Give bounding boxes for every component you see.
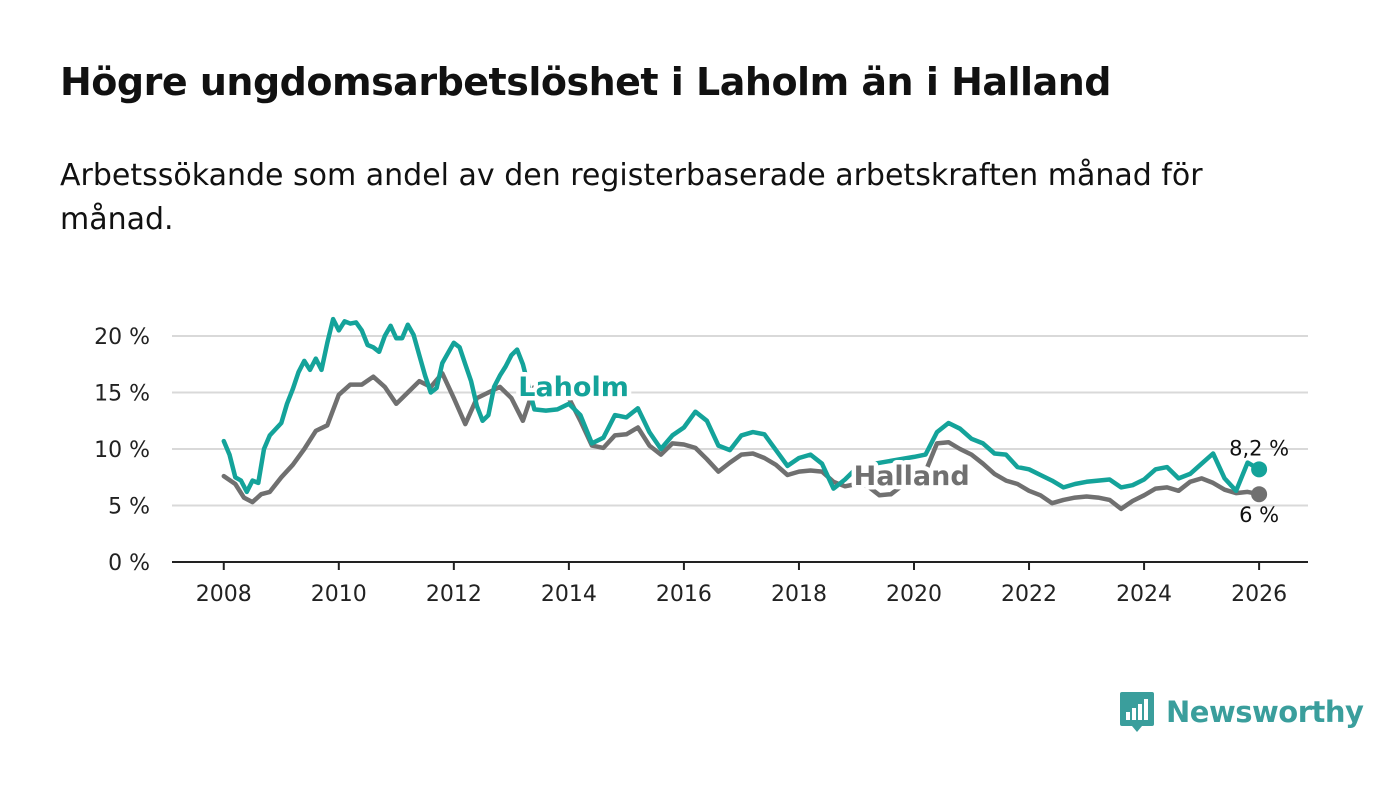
x-tick-label: 2018 <box>771 582 827 607</box>
series-labels: Laholm Halland 8,2 % 6 % <box>514 367 1289 527</box>
y-tick-label: 0 % <box>108 551 150 576</box>
series-label-halland: Halland <box>854 461 970 492</box>
x-tick-label: 2020 <box>886 582 942 607</box>
y-tick-label: 5 % <box>108 495 150 520</box>
x-tick-label: 2012 <box>426 582 482 607</box>
series-lines <box>221 316 1268 512</box>
series-end-marker-halland <box>1251 486 1268 503</box>
grid-lines <box>172 335 1308 507</box>
x-tick-label: 2008 <box>196 582 252 607</box>
x-tick-label: 2014 <box>541 582 597 607</box>
x-tick-label: 2010 <box>311 582 367 607</box>
series-end-marker-laholm <box>1251 461 1268 478</box>
x-tick-label: 2022 <box>1001 582 1057 607</box>
y-tick-label: 10 % <box>94 438 150 463</box>
series-line-laholm <box>221 316 1262 495</box>
y-tick-label: 20 % <box>94 325 150 350</box>
brand-name: Newsworthy <box>1166 695 1364 729</box>
y-tick-label: 15 % <box>94 382 150 407</box>
chart-subtitle: Arbetssökande som andel av den registerb… <box>60 158 1203 237</box>
series-label-laholm: Laholm <box>518 372 629 403</box>
newsworthy-logo: Newsworthy <box>1118 690 1364 734</box>
end-value-label-laholm: 8,2 % <box>1229 436 1289 460</box>
series-line-halland <box>221 371 1262 512</box>
x-tick-label: 2024 <box>1116 582 1172 607</box>
chart-title: Högre ungdomsarbetslöshet i Laholm än i … <box>60 60 1111 104</box>
x-tick-label: 2026 <box>1231 582 1287 607</box>
newsworthy-logo-icon <box>1120 692 1154 732</box>
x-tick-label: 2016 <box>656 582 712 607</box>
axes: 0 % 5 % 10 % 15 % 20 % 2008 2010 2012 2014 2016 20… <box>94 325 1308 607</box>
end-value-label-halland: 6 % <box>1239 503 1279 527</box>
